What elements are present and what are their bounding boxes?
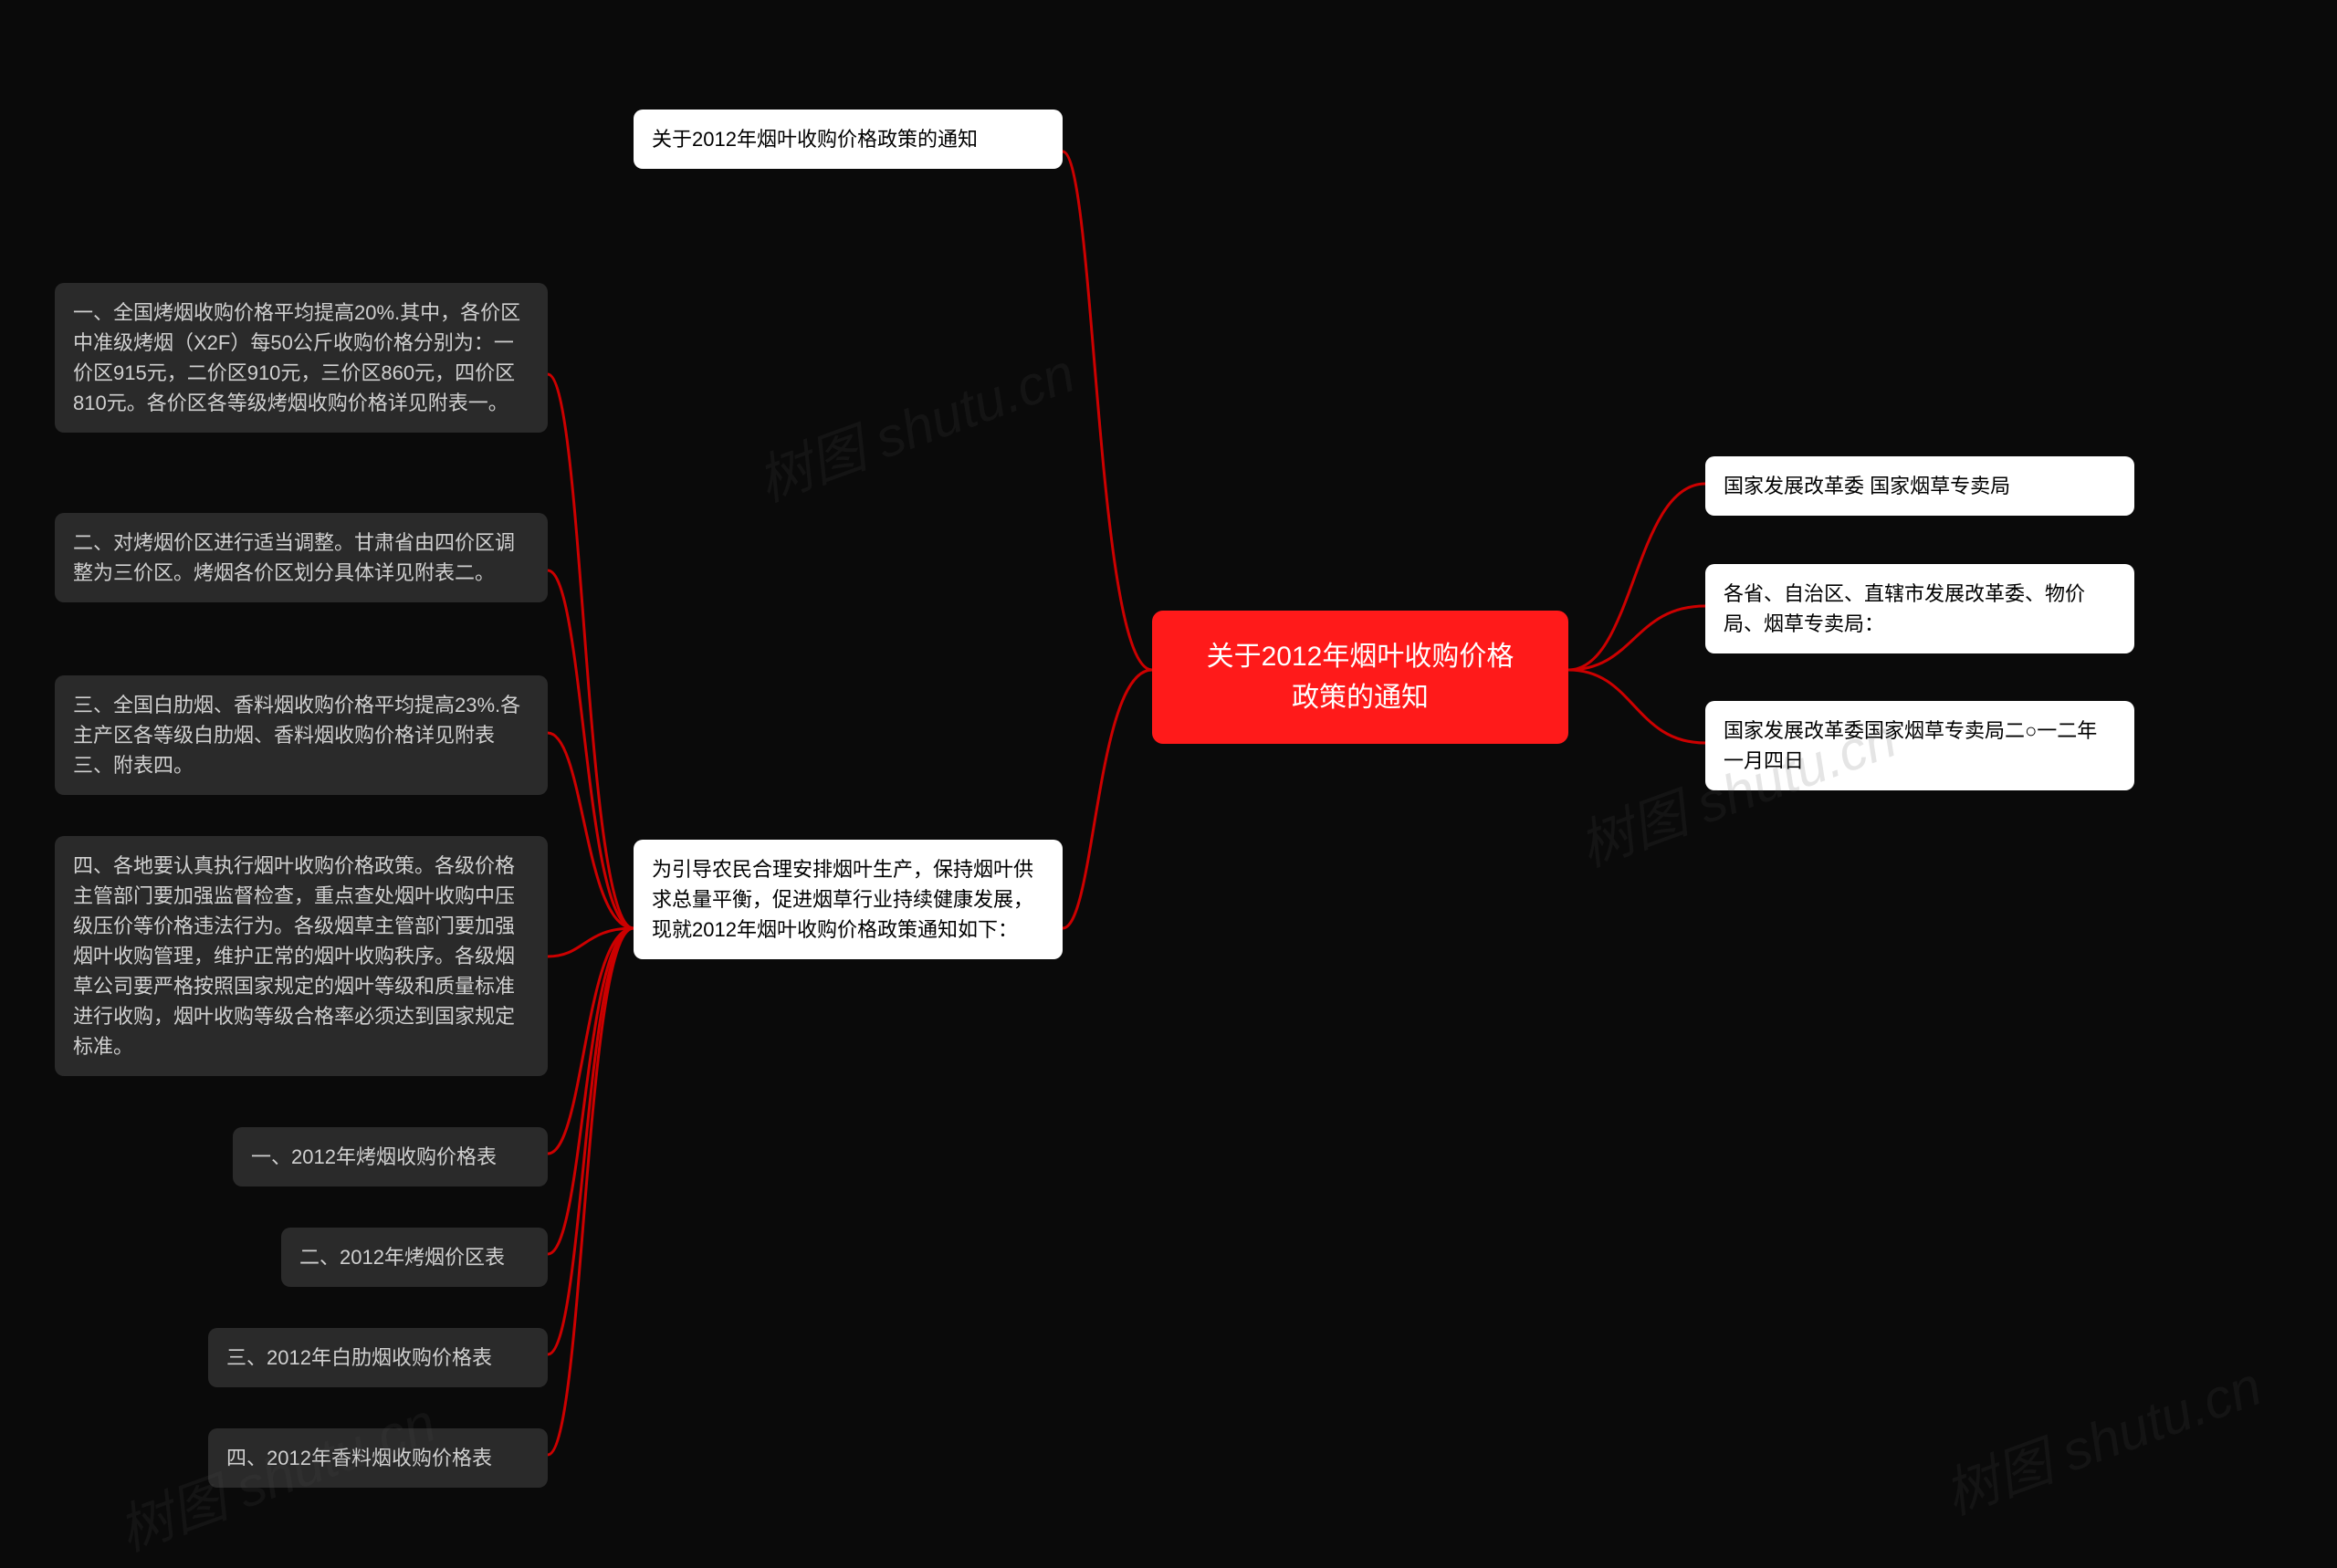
root-text-line1: 关于2012年烟叶收购价格 (1181, 636, 1539, 677)
detail-3-text: 四、各地要认真执行烟叶收购价格政策。各级价格主管部门要加强监督检查，重点查处烟叶… (73, 854, 515, 1058)
right-node-0-text: 国家发展改革委 国家烟草专卖局 (1724, 475, 2010, 497)
right-node-0[interactable]: 国家发展改革委 国家烟草专卖局 (1705, 456, 2134, 516)
right-node-1-text: 各省、自治区、直辖市发展改革委、物价局、烟草专卖局： (1724, 582, 2085, 635)
detail-node-6[interactable]: 三、2012年白肋烟收购价格表 (208, 1328, 548, 1387)
left-bottom-node[interactable]: 为引导农民合理安排烟叶生产，保持烟叶供求总量平衡，促进烟草行业持续健康发展，现就… (634, 840, 1063, 959)
root-text-line2: 政策的通知 (1181, 677, 1539, 718)
left-bottom-text: 为引导农民合理安排烟叶生产，保持烟叶供求总量平衡，促进烟草行业持续健康发展，现就… (652, 858, 1033, 941)
detail-node-7[interactable]: 四、2012年香料烟收购价格表 (208, 1428, 548, 1488)
detail-node-0[interactable]: 一、全国烤烟收购价格平均提高20%.其中，各价区中准级烤烟（X2F）每50公斤收… (55, 283, 548, 433)
detail-node-2[interactable]: 三、全国白肋烟、香料烟收购价格平均提高23%.各主产区各等级白肋烟、香料烟收购价… (55, 675, 548, 795)
detail-node-5[interactable]: 二、2012年烤烟价区表 (281, 1228, 548, 1287)
right-node-1[interactable]: 各省、自治区、直辖市发展改革委、物价局、烟草专卖局： (1705, 564, 2134, 653)
detail-0-text: 一、全国烤烟收购价格平均提高20%.其中，各价区中准级烤烟（X2F）每50公斤收… (73, 301, 520, 414)
detail-1-text: 二、对烤烟价区进行适当调整。甘肃省由四价区调整为三价区。烤烟各价区划分具体详见附… (73, 531, 515, 584)
detail-node-3[interactable]: 四、各地要认真执行烟叶收购价格政策。各级价格主管部门要加强监督检查，重点查处烟叶… (55, 836, 548, 1076)
watermark-2: 树图 shutu.cn (1932, 1342, 2270, 1530)
detail-7-text: 四、2012年香料烟收购价格表 (226, 1447, 492, 1469)
detail-node-4[interactable]: 一、2012年烤烟收购价格表 (233, 1127, 548, 1186)
detail-node-1[interactable]: 二、对烤烟价区进行适当调整。甘肃省由四价区调整为三价区。烤烟各价区划分具体详见附… (55, 513, 548, 602)
detail-6-text: 三、2012年白肋烟收购价格表 (226, 1346, 492, 1369)
right-node-2-text: 国家发展改革委国家烟草专卖局二○一二年一月四日 (1724, 719, 2097, 772)
left-top-text: 关于2012年烟叶收购价格政策的通知 (652, 128, 978, 151)
detail-4-text: 一、2012年烤烟收购价格表 (251, 1145, 497, 1168)
detail-5-text: 二、2012年烤烟价区表 (299, 1246, 505, 1269)
detail-2-text: 三、全国白肋烟、香料烟收购价格平均提高23%.各主产区各等级白肋烟、香料烟收购价… (73, 694, 520, 777)
left-top-node[interactable]: 关于2012年烟叶收购价格政策的通知 (634, 110, 1063, 169)
watermark-0: 树图 shutu.cn (745, 329, 1084, 517)
root-node[interactable]: 关于2012年烟叶收购价格 政策的通知 (1152, 611, 1568, 744)
right-node-2[interactable]: 国家发展改革委国家烟草专卖局二○一二年一月四日 (1705, 701, 2134, 790)
